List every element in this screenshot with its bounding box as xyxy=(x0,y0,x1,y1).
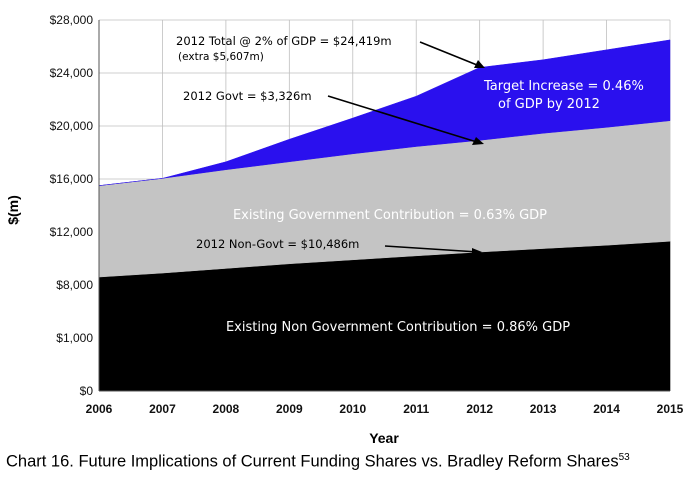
y-tick-label: $20,000 xyxy=(50,119,94,133)
x-tick-label: 2014 xyxy=(593,402,620,416)
chart-caption: Chart 16. Future Implications of Current… xyxy=(6,452,696,472)
label-non-government-band: Existing Non Government Contribution = 0… xyxy=(226,320,570,335)
y-tick-label: $8,000 xyxy=(56,278,93,292)
annotation-2012-nongovt: 2012 Non-Govt = $10,486m xyxy=(196,237,359,251)
label-target-increase-line1: Target Increase = 0.46% xyxy=(483,79,644,94)
y-tick-label: $0 xyxy=(80,384,94,398)
y-tick-label: $28,000 xyxy=(50,13,94,27)
caption-footnote: 53 xyxy=(618,452,630,463)
x-tick-label: 2008 xyxy=(213,402,240,416)
x-tick-label: 2006 xyxy=(86,402,113,416)
x-tick-label: 2010 xyxy=(339,402,366,416)
annotation-2012-govt: 2012 Govt = $3,326m xyxy=(183,89,312,103)
x-tick-label: 2012 xyxy=(466,402,493,416)
arrow-2012-nongovt xyxy=(384,245,479,253)
arrow-2012-total-head xyxy=(474,60,485,68)
x-tick-label: 2009 xyxy=(276,402,303,416)
y-tick-labels: $0 $1,000 $8,000 $12,000 $16,000 $20,000 $24,0… xyxy=(50,13,94,398)
x-tick-label: 2007 xyxy=(149,402,176,416)
x-tick-label: 2013 xyxy=(530,402,557,416)
stacked-area-chart: $0 $1,000 $8,000 $12,000 $16,000 $20,000 $24,0… xyxy=(5,13,684,446)
y-tick-label: $12,000 xyxy=(50,225,94,239)
x-tick-labels: 2006 2007 2008 2009 2010 2011 2012 2013 2014 2015 xyxy=(86,402,684,416)
x-tick-label: 2015 xyxy=(657,402,684,416)
arrow-2012-govt xyxy=(327,95,481,144)
arrow-2012-nongovt-head xyxy=(472,248,482,256)
arrow-2012-govt-head xyxy=(472,137,484,145)
label-target-increase-line2: of GDP by 2012 xyxy=(498,97,600,112)
y-tick-label: $1,000 xyxy=(56,331,93,345)
y-tick-label: $16,000 xyxy=(50,172,94,186)
x-tick-label: 2011 xyxy=(403,402,429,416)
arrow-2012-total xyxy=(419,41,483,68)
annotation-2012-total: 2012 Total @ 2% of GDP = $24,419m xyxy=(176,34,392,48)
annotation-extra-amount: (extra $5,607m) xyxy=(178,51,264,63)
caption-text: Chart 16. Future Implications of Current… xyxy=(6,452,619,471)
label-government-band: Existing Government Contribution = 0.63%… xyxy=(233,208,547,223)
y-tick-label: $24,000 xyxy=(50,66,94,80)
y-axis-title: $(m) xyxy=(5,195,21,225)
x-axis-title: Year xyxy=(369,430,399,446)
